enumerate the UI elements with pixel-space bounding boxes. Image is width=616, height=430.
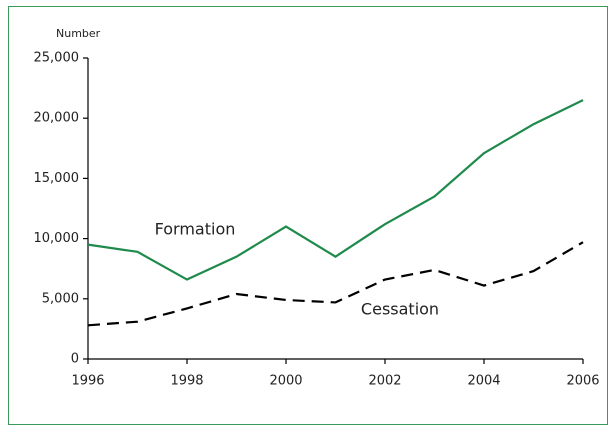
y-tick-label: 10,000 xyxy=(34,231,80,246)
y-tick-label: 15,000 xyxy=(34,171,80,186)
series-line xyxy=(87,99,584,281)
y-axis-label: Number xyxy=(56,27,101,40)
series-label: Formation xyxy=(155,220,236,239)
x-tick-label: 2004 xyxy=(467,374,500,389)
series-label: Cessation xyxy=(361,300,439,319)
y-tick-label: 5,000 xyxy=(42,291,79,306)
y-tick-label: 20,000 xyxy=(34,111,80,126)
x-tick-label: 2002 xyxy=(368,374,401,389)
frame xyxy=(8,6,608,425)
y-tick-label: 0 xyxy=(71,352,79,367)
y-tick-label: 25,000 xyxy=(34,51,80,66)
series-line xyxy=(87,241,584,327)
x-tick-label: 2006 xyxy=(566,374,599,389)
x-tick-label: 2000 xyxy=(269,374,302,389)
x-tick-label: 1998 xyxy=(170,374,203,389)
x-tick-label: 1996 xyxy=(71,374,104,389)
